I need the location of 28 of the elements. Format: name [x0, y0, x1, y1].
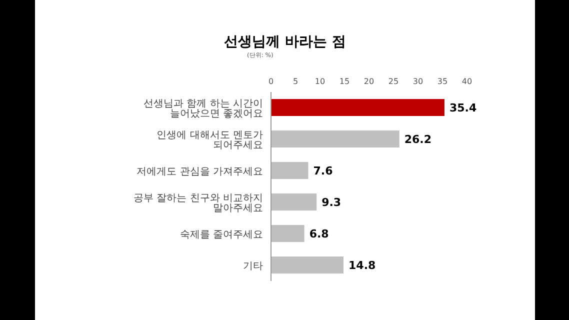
bar — [271, 99, 444, 116]
y-tick-label: 저에게도 관심을 가져주세요 — [136, 166, 263, 178]
bar — [271, 194, 317, 210]
data-label: 6.8 — [309, 227, 329, 240]
data-label: 26.2 — [404, 132, 432, 146]
x-tick-label: 30 — [412, 77, 424, 86]
x-tick-label: 10 — [314, 77, 326, 86]
x-tick-label: 5 — [292, 77, 298, 86]
bar — [271, 256, 344, 274]
x-tick-label: 15 — [339, 77, 350, 86]
x-tick-label: 20 — [364, 77, 374, 86]
data-label: 7.6 — [313, 164, 334, 178]
data-label: 35.4 — [449, 101, 477, 114]
y-tick-label: 인생에 대해서도 멘토가 되어주세요 — [156, 130, 263, 151]
y-tick-label: 공부 잘하는 친구와 비교하지 말아주세요 — [133, 192, 263, 214]
x-tick-label: 0 — [268, 77, 274, 86]
x-tick-label: 25 — [388, 77, 399, 86]
bar — [271, 162, 308, 179]
bar — [271, 225, 304, 242]
x-tick-label: 35 — [437, 77, 448, 86]
y-tick-label: 숙제를 줄여주세요 — [180, 229, 263, 240]
data-label: 9.3 — [322, 196, 342, 209]
y-tick-label: 선생님과 함께 하는 시간이 늘어났으면 좋겠어요 — [143, 98, 263, 120]
data-label: 14.8 — [348, 258, 376, 272]
x-tick-label: 40 — [462, 77, 472, 86]
y-tick-label: 기타 — [243, 260, 263, 272]
chart-title: 선생님께 바라는 점 — [223, 33, 347, 51]
bar — [271, 130, 400, 148]
